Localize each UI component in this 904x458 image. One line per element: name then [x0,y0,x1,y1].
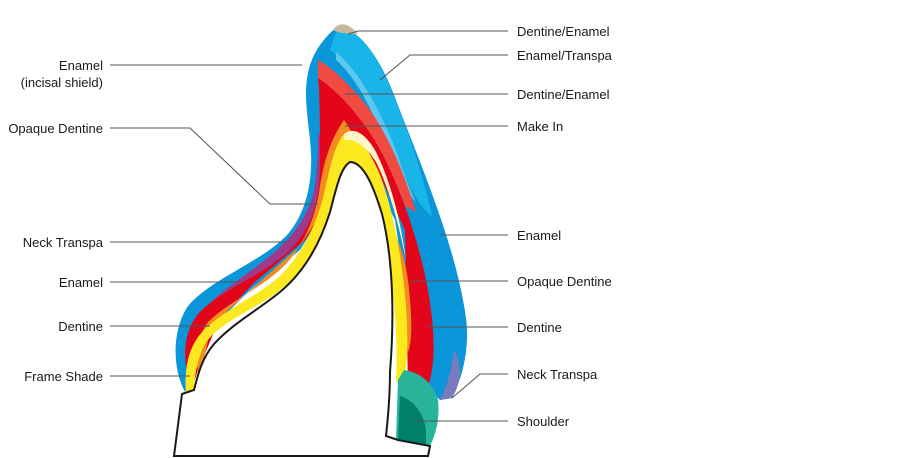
leader-neck-transpa-right [451,373,508,399]
right-labels: Dentine/Enamel Enamel/Transpa Dentine/En… [517,24,613,429]
label-enamel-incisal: Enamel [59,58,103,73]
label-make-in: Make In [517,119,563,134]
leader-lines [110,30,508,422]
label-enamel-right: Enamel [517,228,561,243]
tooth-cross-section [172,24,468,457]
leader-enamel-transpa [379,54,508,81]
label-shoulder: Shoulder [517,414,570,429]
leader-dentine-enamel-top [347,30,508,35]
label-frame-shade: Frame Shade [24,369,103,384]
shoulder-dark-layer [398,396,426,446]
die-outline [172,160,432,457]
label-neck-transpa-left: Neck Transpa [23,235,104,250]
dentine-enamel-tip [333,24,358,34]
label-opaque-dentine-left: Opaque Dentine [8,121,103,136]
label-dentine-enamel-top: Dentine/Enamel [517,24,610,39]
make-in-layer [344,130,406,260]
enamel-incisal-layer [318,60,416,212]
label-dentine-enamel: Dentine/Enamel [517,87,610,102]
label-opaque-dentine-right: Opaque Dentine [517,274,612,289]
leader-opaque-dentine-left [110,127,318,205]
neck-transpa-right-layer [440,350,460,400]
left-labels: Enamel (incisal shield) Opaque Dentine N… [8,58,103,384]
label-enamel-incisal-note: (incisal shield) [21,75,103,90]
label-enamel-left: Enamel [59,275,103,290]
label-dentine-right: Dentine [517,320,562,335]
label-enamel-transpa: Enamel/Transpa [517,48,613,63]
frame-shade-layer [185,133,408,392]
label-neck-transpa-right: Neck Transpa [517,367,598,382]
label-dentine-left: Dentine [58,319,103,334]
